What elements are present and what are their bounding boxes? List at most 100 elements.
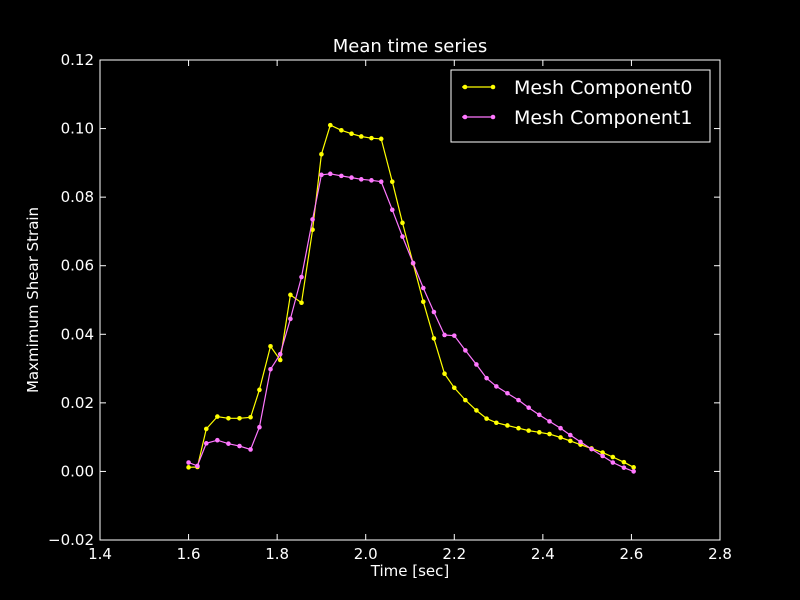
- data-point: [400, 220, 405, 226]
- data-point: [203, 441, 209, 446]
- data-point: [516, 397, 521, 403]
- plot-frame: [99, 59, 721, 541]
- data-point: [369, 135, 374, 141]
- data-point: [516, 425, 521, 431]
- data-point: [389, 207, 395, 213]
- data-point: [463, 348, 468, 353]
- data-point: [526, 428, 531, 433]
- legend-label: Mesh Component1: [514, 107, 692, 129]
- y-tick-label: 0.06: [61, 257, 94, 275]
- data-point: [537, 430, 542, 435]
- data-point: [186, 465, 191, 470]
- data-point: [195, 463, 200, 469]
- x-tick-label: 1.8: [265, 545, 289, 563]
- data-point: [203, 426, 209, 432]
- y-tick-label: 0.00: [61, 462, 94, 480]
- data-point: [505, 423, 510, 428]
- x-tick-label: 1.6: [177, 545, 201, 563]
- x-axis: 1.4 1.6 1.8 2.0 2.2 2.4 2.6 2.8: [88, 60, 732, 563]
- data-point: [484, 375, 489, 381]
- data-point: [547, 419, 552, 424]
- plot-area: [186, 122, 636, 474]
- data-point: [237, 443, 242, 449]
- x-tick-label: 2.4: [531, 545, 555, 563]
- y-tick-label: 0.12: [61, 51, 94, 69]
- data-point: [327, 171, 333, 177]
- data-point: [442, 332, 447, 338]
- y-axis-label: Maxmimum Shear Strain: [24, 207, 42, 393]
- data-point: [378, 136, 384, 142]
- data-point: [277, 357, 283, 363]
- data-point: [369, 178, 374, 183]
- data-point: [494, 420, 499, 426]
- data-point: [288, 292, 293, 298]
- x-tick-label: 2.2: [442, 545, 466, 563]
- data-point: [339, 173, 344, 179]
- data-point: [621, 459, 627, 465]
- y-tick-label: 0.10: [61, 120, 94, 138]
- data-point: [237, 415, 242, 421]
- data-point: [248, 447, 253, 452]
- data-point: [410, 260, 416, 266]
- data-point: [268, 343, 273, 349]
- data-point: [400, 234, 405, 239]
- data-point: [420, 299, 426, 305]
- data-point: [349, 175, 354, 180]
- data-point: [277, 351, 283, 357]
- y-tick-label: 0.04: [61, 325, 94, 343]
- x-tick-label: 2.0: [354, 545, 378, 563]
- data-point: [442, 371, 447, 377]
- data-point: [226, 415, 231, 421]
- data-point: [451, 385, 457, 391]
- data-point: [431, 336, 437, 341]
- data-point: [494, 384, 499, 389]
- x-axis-label: Time [sec]: [370, 562, 449, 580]
- data-point: [547, 431, 552, 437]
- legend-swatch-marker: [462, 84, 468, 90]
- data-point: [463, 397, 468, 403]
- data-point: [215, 437, 220, 443]
- data-point: [420, 285, 426, 291]
- data-point: [621, 465, 627, 470]
- data-point: [451, 333, 457, 338]
- data-point: [431, 309, 437, 315]
- legend-swatch-marker: [462, 114, 468, 120]
- data-point: [389, 179, 395, 185]
- data-point: [610, 460, 616, 465]
- legend-entry: Mesh Component0: [462, 77, 692, 99]
- data-point: [484, 416, 489, 421]
- x-tick-label: 2.6: [619, 545, 643, 563]
- y-axis: −0.02 0.00 0.02 0.04 0.06 0.08 0.10 0.12: [48, 51, 720, 549]
- data-point: [631, 469, 636, 474]
- data-point: [600, 450, 605, 455]
- y-tick-label: 0.02: [61, 394, 94, 412]
- data-point: [558, 425, 563, 431]
- data-point: [600, 453, 605, 459]
- data-point: [568, 432, 573, 438]
- data-point: [631, 465, 636, 470]
- data-point: [589, 446, 594, 452]
- series-1: [186, 171, 636, 474]
- data-point: [378, 179, 384, 185]
- data-point: [215, 414, 220, 419]
- data-point: [526, 405, 531, 410]
- x-tick-label: 1.4: [88, 545, 112, 563]
- data-point: [339, 127, 344, 133]
- x-tick-label: 2.8: [708, 545, 732, 563]
- chart-title: Mean time series: [333, 36, 487, 57]
- y-tick-label: 0.08: [61, 188, 94, 206]
- legend-label: Mesh Component0: [514, 77, 692, 99]
- data-point: [248, 414, 253, 420]
- data-point: [257, 387, 262, 393]
- legend-box: [450, 69, 711, 143]
- data-point: [558, 435, 563, 440]
- legend-entry: Mesh Component1: [462, 107, 692, 129]
- data-point: [610, 454, 616, 460]
- y-tick-label: −0.02: [48, 531, 94, 549]
- data-point: [299, 300, 304, 306]
- data-point: [288, 316, 293, 322]
- data-point: [358, 177, 364, 182]
- data-point: [568, 438, 573, 444]
- data-point: [268, 366, 273, 372]
